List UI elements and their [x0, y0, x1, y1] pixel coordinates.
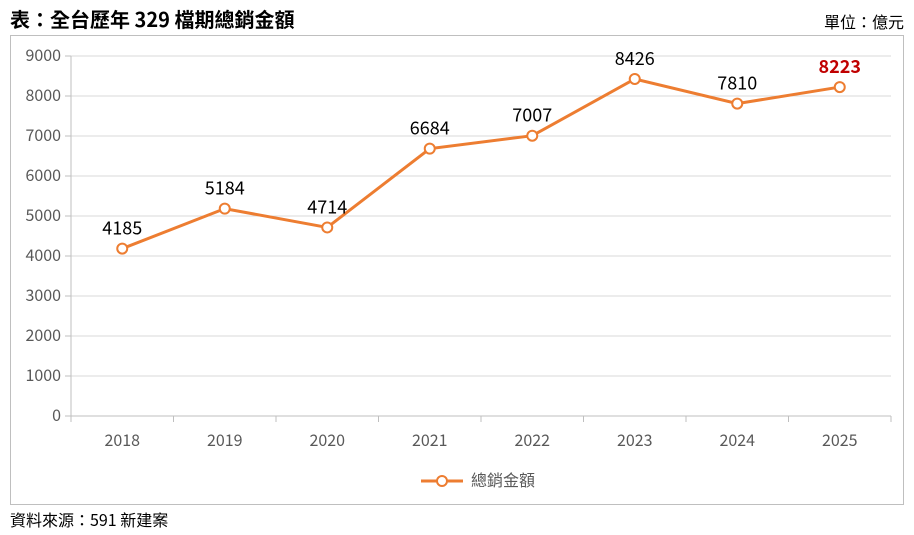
chart-container: 0 1000 2000 3000 4000 5000 6000 7000 8000 9000 201…: [10, 35, 904, 505]
svg-text:1000: 1000: [25, 362, 61, 386]
svg-text:7007: 7007: [512, 102, 552, 128]
svg-text:2019: 2019: [207, 427, 243, 451]
svg-text:2020: 2020: [309, 427, 345, 451]
svg-text:2000: 2000: [25, 322, 61, 346]
svg-text:2018: 2018: [104, 427, 140, 451]
svg-text:6000: 6000: [25, 162, 61, 186]
line-chart: 0 1000 2000 3000 4000 5000 6000 7000 8000 9000 201…: [11, 36, 903, 504]
svg-text:9000: 9000: [25, 42, 61, 66]
svg-text:5184: 5184: [205, 175, 245, 201]
svg-text:2025: 2025: [822, 427, 858, 451]
svg-text:0: 0: [52, 402, 61, 426]
chart-source: 資料來源：591 新建案: [0, 505, 914, 533]
svg-text:2023: 2023: [617, 427, 653, 451]
svg-text:3000: 3000: [25, 282, 61, 306]
svg-text:6684: 6684: [410, 115, 450, 141]
svg-text:4714: 4714: [307, 193, 347, 219]
svg-text:4185: 4185: [102, 215, 142, 241]
svg-text:7000: 7000: [25, 122, 61, 146]
svg-text:總銷金額: 總銷金額: [471, 467, 535, 491]
svg-text:2022: 2022: [514, 427, 550, 451]
chart-unit: 單位：億元: [824, 9, 904, 33]
svg-text:2021: 2021: [412, 427, 448, 451]
svg-text:8426: 8426: [615, 45, 655, 71]
svg-text:8223: 8223: [819, 53, 861, 79]
svg-text:8000: 8000: [25, 82, 61, 106]
svg-text:4000: 4000: [25, 242, 61, 266]
chart-title: 表：全台歷年 329 檔期總銷金額: [10, 4, 294, 33]
svg-text:7810: 7810: [717, 70, 757, 96]
svg-text:5000: 5000: [25, 202, 61, 226]
svg-text:2024: 2024: [719, 427, 755, 451]
